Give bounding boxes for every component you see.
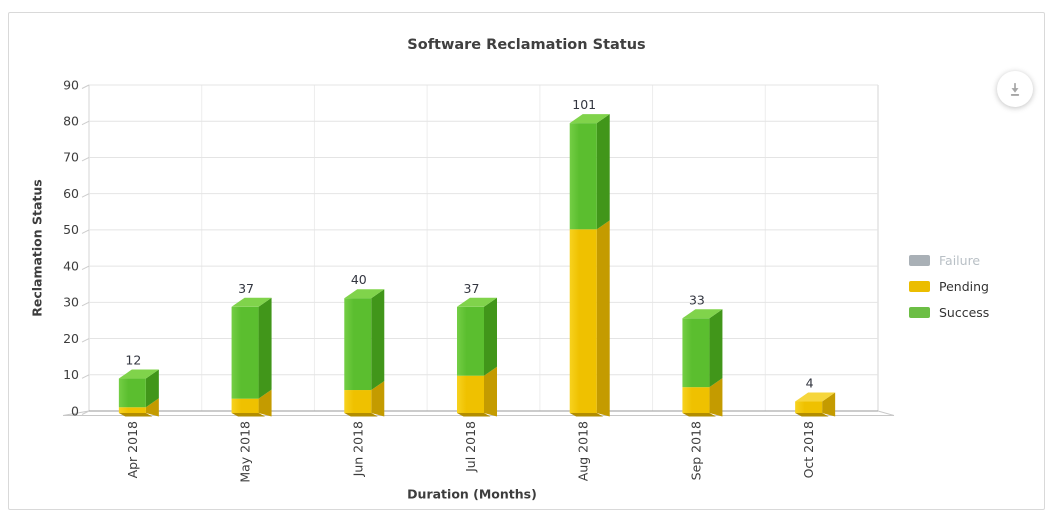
legend-item-success[interactable]: Success [909,304,990,320]
y-tick-label: 20 [63,331,79,346]
bar-total-label: 12 [125,353,141,368]
legend-label-pending: Pending [939,278,989,294]
y-tick-label: 10 [63,367,79,382]
y-tick-label: 60 [63,186,79,201]
chart-plot: 0 10 20 30 40 50 60 70 80 90 12 Apr 2018 37 May 2018 4… [62,77,895,483]
y-tick [81,193,90,198]
legend-item-pending[interactable]: Pending [909,278,989,294]
legend-label-success: Success [939,304,990,320]
y-axis-title: Reclamation Status [29,179,45,317]
download-icon [1010,83,1020,96]
x-category-label: May 2018 [238,421,253,483]
bar-total-label: 101 [572,97,596,112]
bar-oct-2018[interactable]: 4 Oct 2018 [795,376,836,479]
y-tick-label: 0 [71,403,79,418]
y-tick-label: 40 [63,258,79,273]
bar-aug-2018[interactable]: 101 Aug 2018 [569,97,610,481]
x-category-label: Jun 2018 [350,421,365,477]
y-tick-label: 80 [63,114,79,129]
legend: Failure Pending Success [909,252,990,332]
x-category-label: Sep 2018 [688,421,703,480]
y-tick-label: 70 [63,150,79,165]
y-tick [81,156,90,162]
y-tick [81,374,90,379]
x-category-label: Aug 2018 [576,421,591,481]
bar-total-label: 37 [464,281,480,296]
y-tick [81,410,90,415]
bar-total-label: 33 [689,292,705,307]
x-category-label: Jul 2018 [463,421,478,473]
x-axis-title: Duration (Months) [407,486,537,502]
y-tick-label: 30 [63,295,79,310]
legend-swatch-success [909,306,930,318]
bar-total-label: 40 [351,272,367,287]
bar-apr-2018[interactable]: 12 Apr 2018 [118,353,159,479]
x-category-label: Oct 2018 [801,421,816,478]
y-tick [81,265,90,271]
legend-swatch-failure [909,254,930,266]
bar-total-label: 37 [238,281,254,296]
y-tick-label: 50 [63,222,79,237]
x-category-label: Apr 2018 [125,421,140,478]
y-tick [81,338,90,343]
bar-may-2018[interactable]: 37 May 2018 [231,281,272,483]
chart-card: Software Reclamation Status 0 10 20 30 40 50 6… [8,12,1045,510]
chart-title: Software Reclamation Status [407,37,646,53]
y-tick [81,301,90,307]
legend-swatch-pending [909,280,930,292]
bar-jul-2018[interactable]: 37 Jul 2018 [457,281,497,473]
y-tick [81,229,90,234]
y-tick [81,84,90,89]
y-tick-label: 90 [63,77,79,92]
export-button[interactable] [997,71,1033,107]
y-tick [81,120,90,126]
bar-sep-2018[interactable]: 33 Sep 2018 [682,292,723,480]
legend-label-failure: Failure [939,252,981,268]
bar-jun-2018[interactable]: 40 Jun 2018 [344,272,385,477]
bar-total-label: 4 [806,376,814,391]
legend-item-failure[interactable]: Failure [909,252,989,268]
